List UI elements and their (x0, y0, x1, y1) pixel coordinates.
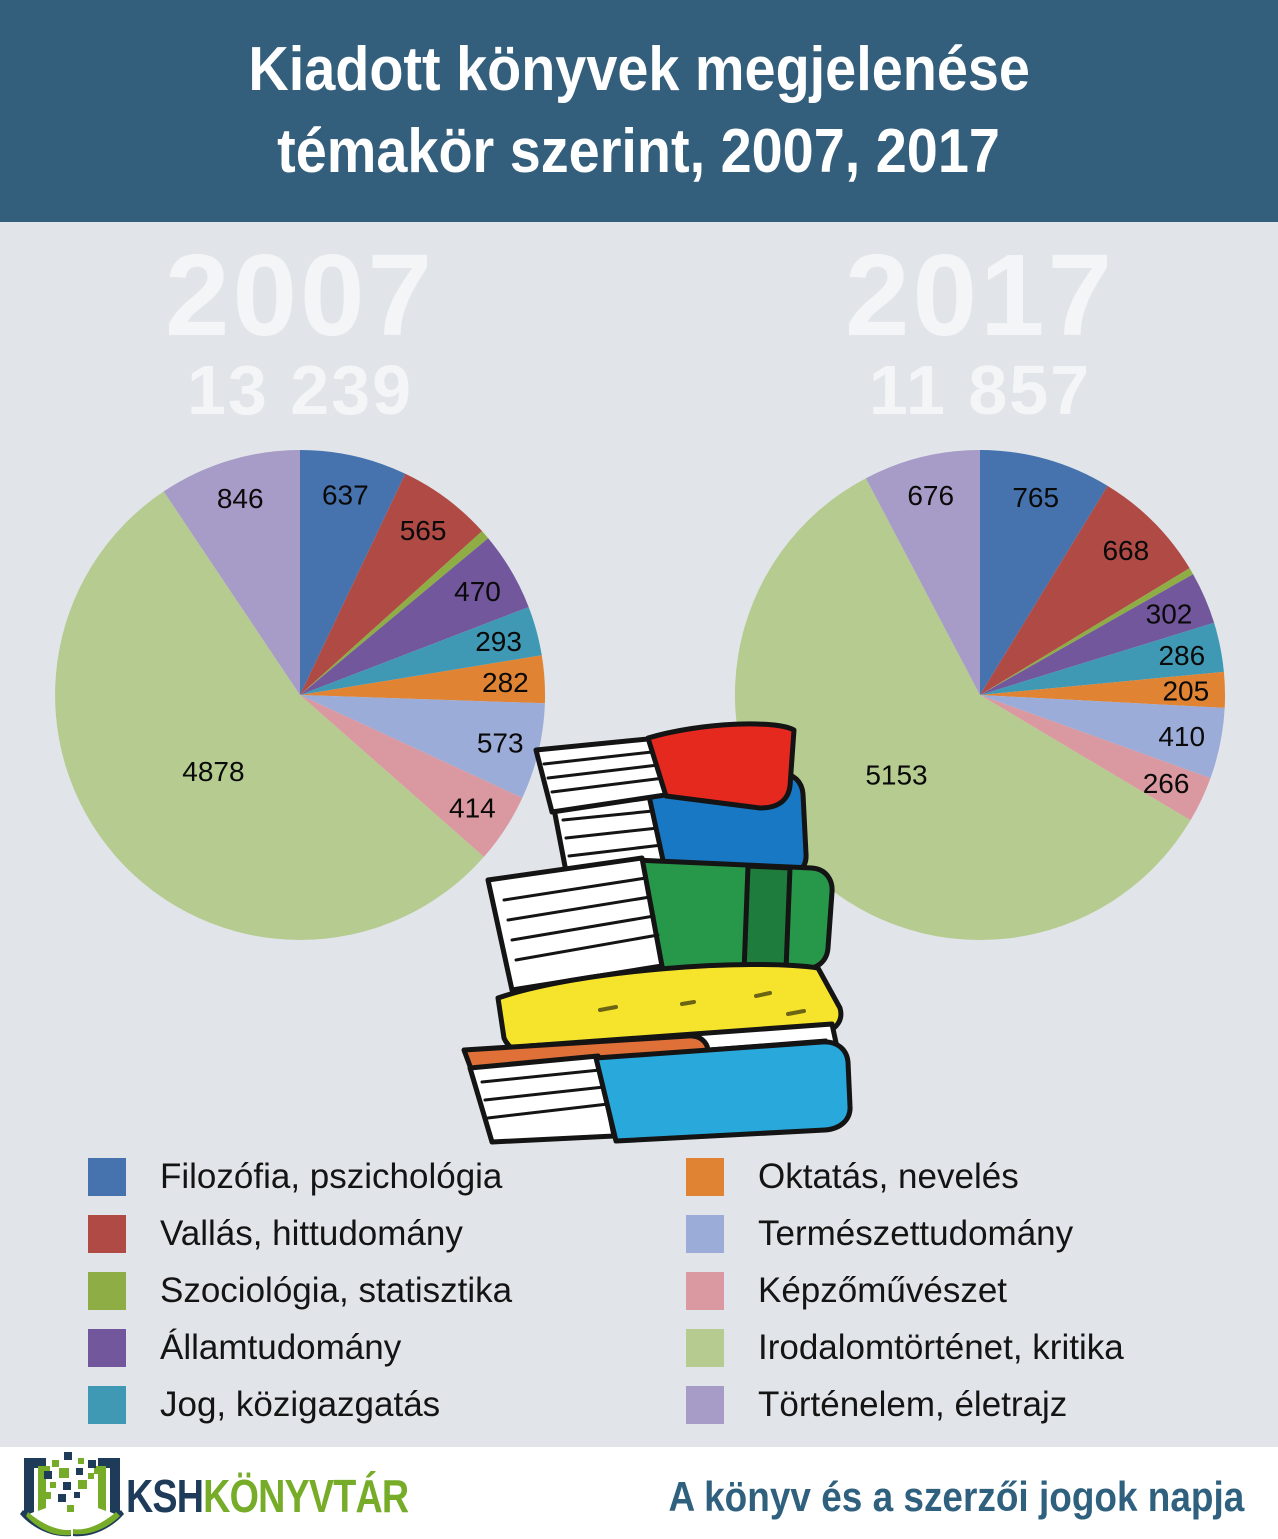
logo-text-ksh: KSH (126, 1470, 204, 1522)
red-book (533, 721, 797, 815)
legend-label: Vallás, hittudomány (160, 1213, 463, 1253)
legend-item: Képzőművészet (686, 1262, 1124, 1319)
pie-slice-value: 565 (400, 515, 447, 546)
legend-swatch (686, 1214, 724, 1253)
pie-slice (300, 695, 545, 798)
pie-slice (980, 568, 1194, 695)
legend-column-left: Filozófia, pszichológia Vallás, hittudomá… (88, 1148, 512, 1433)
pie-slice (300, 531, 489, 695)
page-title-line-2: témakör szerint, 2007, 2017 (277, 117, 1001, 186)
legend-swatch (88, 1271, 126, 1310)
ksh-library-logo-icon (20, 1452, 124, 1537)
pie-slice (300, 655, 546, 704)
pie-slice (980, 671, 1226, 708)
pie-slice (980, 695, 1225, 779)
pie-slice (980, 574, 1215, 695)
year-block-2017: 2017 11 857 (730, 236, 1230, 426)
legend-swatch (88, 1157, 126, 1196)
legend-label: Természettudomány (758, 1213, 1074, 1253)
pie-slice (980, 450, 1108, 695)
legend-swatch (686, 1157, 724, 1196)
legend-swatch (88, 1385, 126, 1424)
pie-slice-value: 573 (477, 728, 524, 759)
pie-slice-value: 637 (322, 479, 369, 510)
legend-label: Filozófia, pszichológia (160, 1156, 503, 1196)
pie-slice-value: 4878 (182, 756, 244, 787)
legend-item: Természettudomány (686, 1205, 1124, 1262)
pie-slice-value: 5153 (865, 759, 927, 790)
legend-item: Oktatás, nevelés (686, 1148, 1124, 1205)
legend-swatch (88, 1214, 126, 1253)
pie-slice-value: 414 (449, 792, 496, 823)
pie-slice (980, 622, 1224, 695)
logo-text-konyvtar: KÖNYVTÁR (203, 1470, 409, 1522)
year-block-2007: 2007 13 239 (50, 236, 550, 426)
year-2017-total: 11 857 (868, 351, 1092, 429)
pie-slice-value: 846 (217, 483, 264, 514)
legend-item: Szociológia, statisztika (88, 1262, 512, 1319)
pie-slice (300, 607, 542, 695)
pie-slice-value: 293 (475, 626, 522, 657)
legend-label: Szociológia, statisztika (160, 1270, 513, 1310)
pie-slice (55, 491, 484, 940)
legend-label: Irodalomtörténet, kritika (758, 1327, 1124, 1367)
year-2007-heading: 2007 (164, 230, 436, 360)
pie-slice (300, 473, 483, 695)
legend-item: Filozófia, pszichológia (88, 1148, 512, 1205)
pie-slice-value: 282 (482, 667, 529, 698)
year-2007-total: 13 239 (186, 351, 414, 429)
cyan-book (461, 1033, 853, 1145)
legend-swatch (686, 1385, 724, 1424)
page-title-line-1: Kiadott könyvek megjelenése (248, 35, 1030, 104)
legend-swatch (686, 1328, 724, 1367)
legend-item: Államtudomány (88, 1319, 512, 1376)
legend-item: Jog, közigazgatás (88, 1376, 512, 1433)
book-stack-illustration (461, 721, 853, 1145)
pie-slice-value: 765 (1012, 482, 1059, 513)
pie-slice-value: 286 (1158, 640, 1205, 671)
footer-bar: KSHKÖNYVTÁR A könyv és a szerzői jogok n… (0, 1447, 1278, 1539)
legend-label: Képzőművészet (758, 1270, 1008, 1310)
pie-slice-value: 205 (1162, 676, 1209, 707)
year-2017-heading: 2017 (844, 230, 1116, 360)
legend-item: Irodalomtörténet, kritika (686, 1319, 1124, 1376)
pie-slice (734, 478, 1191, 941)
green-book (485, 855, 835, 993)
pie-slice (980, 485, 1190, 695)
legend-item: Történelem, életrajz (686, 1376, 1124, 1433)
header-banner: Kiadott könyvek megjelenése témakör szer… (0, 0, 1278, 222)
legend-label: Jog, közigazgatás (160, 1384, 441, 1424)
legend-item: Vallás, hittudomány (88, 1205, 512, 1262)
logo-wordmark: KSHKÖNYVTÁR (126, 1469, 409, 1523)
pie-slice-value: 266 (1143, 768, 1190, 799)
pie-slice-value: 410 (1158, 721, 1205, 752)
legend-swatch (686, 1271, 724, 1310)
pie-chart-2017: 765 668 302 286 205 410 266 5153 676 (734, 450, 1226, 941)
pie-slice (980, 695, 1211, 821)
pie-slice-value: 676 (907, 480, 954, 511)
pie-slice (300, 538, 529, 695)
logo-mosaic-squares (44, 1452, 96, 1512)
pie-slice-value: 668 (1102, 535, 1149, 566)
legend-label: Államtudomány (160, 1327, 402, 1367)
pie-slice-value: 302 (1146, 599, 1193, 630)
footer-tagline: A könyv és a szerzői jogok napja (668, 1473, 1244, 1520)
pie-slice-value: 470 (454, 576, 501, 607)
legend-label: Történelem, életrajz (758, 1384, 1068, 1424)
pie-slice (300, 695, 523, 857)
pie-slice (300, 450, 406, 695)
legend-swatch (88, 1328, 126, 1367)
pie-slice (163, 450, 300, 695)
legend-column-right: Oktatás, nevelés Természettudomány Képzőmű… (686, 1148, 1124, 1433)
pie-slice (865, 450, 980, 695)
legend-label: Oktatás, nevelés (758, 1156, 1019, 1196)
